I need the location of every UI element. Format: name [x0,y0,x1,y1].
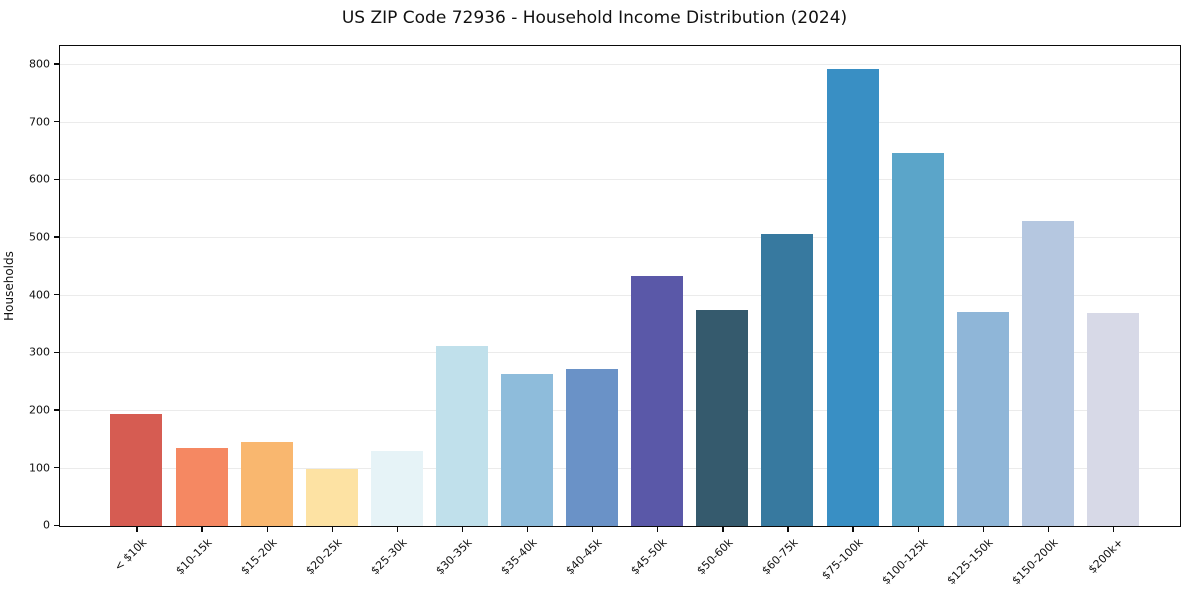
y-tick-label: 300 [29,345,50,359]
y-tick-mark [54,409,59,411]
bar [305,468,358,526]
x-tick-mark [396,527,399,532]
bar [631,276,684,526]
bar [891,152,944,526]
x-tick-label: $50-60k [693,536,736,578]
x-tick-label: $40-45k [563,536,605,578]
bar [240,442,293,526]
y-tick-label: 700 [29,115,50,129]
x-tick-mark [136,527,138,532]
x-tick-mark [1047,527,1050,532]
y-tick-mark [54,524,59,527]
x-tick-label: $45-50k [628,536,671,578]
gridline [60,294,1180,296]
gridline [60,121,1180,123]
y-tick-mark [54,120,59,123]
bar [566,369,619,526]
bar [435,346,488,526]
y-tick-mark [54,63,59,65]
bar [826,69,879,526]
y-tick-label: 800 [29,57,50,71]
x-tick-mark [592,527,594,532]
y-tick-label: 500 [29,230,50,244]
x-tick-label: < $10k [111,536,150,574]
bar [696,310,749,526]
y-tick-label: 0 [43,518,50,532]
y-tick-mark [54,351,59,354]
x-tick-label: $35-40k [498,536,540,578]
gridline [60,467,1180,469]
bar-layer [60,46,1180,526]
x-tick-mark [1112,527,1115,532]
bar [1021,221,1074,526]
y-tick-mark [54,293,59,296]
plot-area [59,45,1181,527]
bar [110,413,163,526]
x-tick-mark [266,527,268,532]
x-tick-label: $25-30k [368,536,410,578]
x-tick-label: $200k+ [1085,536,1126,577]
x-tick-mark [657,527,659,532]
x-tick-label: $20-25k [303,536,345,578]
x-tick-label: $30-35k [433,536,475,578]
x-tick-mark [331,527,333,532]
gridline [60,64,1180,66]
y-tick-mark [54,178,59,180]
gridline [60,179,1180,181]
x-tick-mark [787,527,789,532]
x-tick-mark [526,527,529,532]
x-tick-mark [722,527,724,532]
x-tick-label: $100-125k [879,536,931,588]
bar [761,233,814,526]
x-tick-label: $15-20k [238,536,280,578]
y-tick-label: 100 [29,461,50,475]
bar [370,451,423,526]
y-tick-mark [54,236,59,238]
x-tick-mark [852,527,854,532]
x-tick-label: $60-75k [758,536,801,578]
gridline [60,410,1180,412]
x-tick-mark [461,527,464,532]
y-tick-mark [54,467,59,469]
gridline [60,237,1180,239]
x-tick-mark [201,527,203,532]
bar [175,448,228,526]
x-tick-mark [917,527,919,532]
y-tick-label: 200 [29,403,50,417]
x-tick-mark [982,527,984,532]
x-tick-label: $10-15k [173,536,215,578]
y-tick-label: 400 [29,288,50,302]
x-tick-label: $75-100k [819,536,866,583]
y-tick-label: 600 [29,172,50,186]
bar [501,373,553,526]
grid-layer [60,46,1180,526]
gridline [60,352,1180,354]
x-tick-label: $125-150k [944,536,996,588]
y-axis-label: Households [2,251,16,321]
bar [1086,313,1139,526]
x-tick-label: $150-200k [1009,536,1061,588]
bar [956,311,1009,526]
chart-title: US ZIP Code 72936 - Household Income Dis… [341,8,848,28]
